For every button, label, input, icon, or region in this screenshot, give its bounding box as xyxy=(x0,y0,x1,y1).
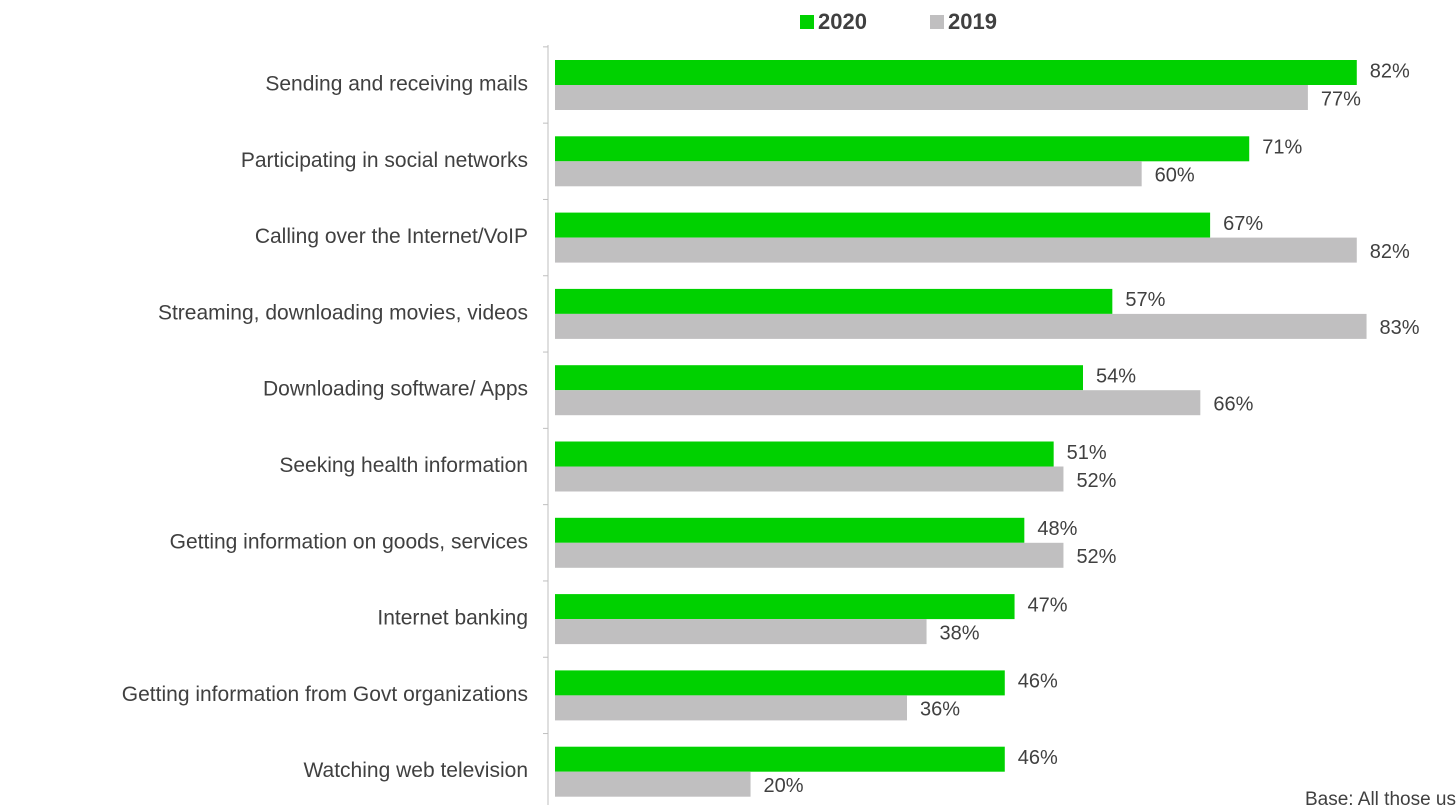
data-label: 52% xyxy=(1076,546,1116,568)
data-label: 82% xyxy=(1370,241,1410,263)
category-label: Internet banking xyxy=(377,607,528,630)
data-label: 46% xyxy=(1018,671,1058,693)
bar xyxy=(555,60,1357,85)
data-label: 52% xyxy=(1076,470,1116,492)
bar xyxy=(555,161,1142,187)
bar xyxy=(555,771,751,797)
data-label: 71% xyxy=(1262,137,1302,159)
bar xyxy=(555,542,1064,568)
bar xyxy=(555,746,1005,772)
base-note: Base: All those us xyxy=(1305,789,1456,809)
category-label: Sending and receiving mails xyxy=(265,73,528,96)
data-label: 20% xyxy=(764,775,804,797)
data-label: 83% xyxy=(1380,317,1420,339)
bar xyxy=(555,466,1064,492)
category-label: Getting information from Govt organizati… xyxy=(122,683,528,706)
bar xyxy=(555,313,1367,339)
bar xyxy=(555,85,1308,110)
bar xyxy=(555,695,907,721)
bar xyxy=(555,288,1113,314)
data-label: 38% xyxy=(940,622,980,644)
bar xyxy=(555,619,927,645)
category-label: Downloading software/ Apps xyxy=(263,378,528,401)
bar xyxy=(555,237,1357,263)
legend-label: 2020 xyxy=(818,9,867,34)
category-label: Participating in social networks xyxy=(241,149,528,172)
data-label: 46% xyxy=(1018,747,1058,769)
bar xyxy=(555,441,1054,467)
data-label: 66% xyxy=(1213,393,1253,415)
data-label: 60% xyxy=(1155,165,1195,187)
bar xyxy=(555,136,1250,162)
data-label: 48% xyxy=(1037,518,1077,540)
data-label: 54% xyxy=(1096,365,1136,387)
bar xyxy=(555,212,1211,238)
category-label: Watching web television xyxy=(304,759,529,782)
data-label: 67% xyxy=(1223,213,1263,235)
data-label: 36% xyxy=(920,699,960,721)
legend-swatch xyxy=(800,15,814,29)
data-label: 51% xyxy=(1067,442,1107,464)
legend-label: 2019 xyxy=(948,9,997,34)
category-label: Streaming, downloading movies, videos xyxy=(158,301,528,324)
data-label: 77% xyxy=(1321,88,1361,110)
bar xyxy=(555,670,1005,696)
bar xyxy=(555,594,1015,620)
data-label: 47% xyxy=(1028,594,1068,616)
category-label: Calling over the Internet/VoIP xyxy=(255,225,528,248)
bar xyxy=(555,390,1201,416)
category-label: Seeking health information xyxy=(279,454,528,477)
bar xyxy=(555,365,1083,391)
category-label: Getting information on goods, services xyxy=(170,530,528,553)
legend-swatch xyxy=(930,15,944,29)
data-label: 57% xyxy=(1125,289,1165,311)
data-label: 82% xyxy=(1370,60,1410,82)
bar xyxy=(555,517,1025,543)
